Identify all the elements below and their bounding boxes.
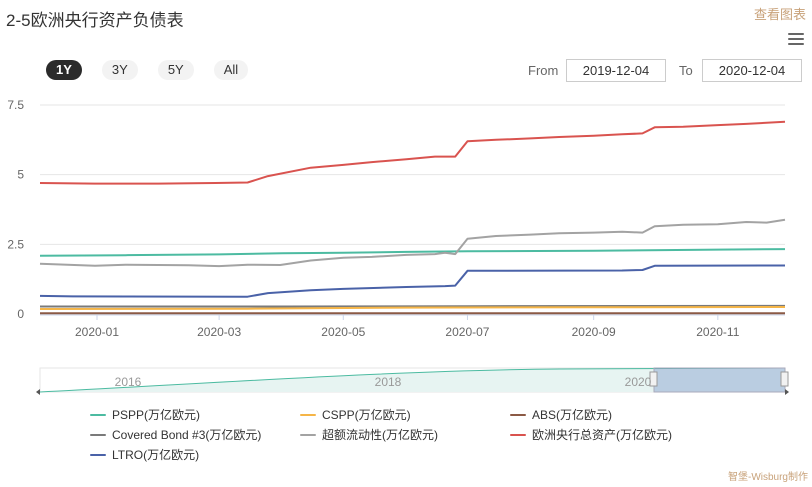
legend-label: LTRO(万亿欧元) bbox=[112, 448, 200, 462]
legend-swatch bbox=[300, 413, 316, 416]
legend-item[interactable]: Covered Bond #3(万亿欧元) bbox=[90, 426, 261, 443]
legend-item[interactable]: 欧洲央行总资产(万亿欧元) bbox=[510, 426, 672, 443]
navigator-handle-right bbox=[780, 371, 789, 387]
series-line bbox=[39, 306, 786, 310]
legend-item[interactable]: 超额流动性(万亿欧元) bbox=[300, 426, 438, 443]
legend-label: Covered Bond #3(万亿欧元) bbox=[112, 428, 262, 442]
navigator-tick-label: 2020 bbox=[625, 375, 652, 389]
legend-item[interactable]: LTRO(万亿欧元) bbox=[90, 446, 199, 463]
series-line bbox=[39, 264, 786, 298]
series-line bbox=[39, 248, 786, 257]
range-selector: 1Y 3Y 5Y All bbox=[46, 60, 268, 80]
to-label: To bbox=[679, 63, 693, 78]
chart-svg: 0 2.5 5 7.5 2020-01 2020-03 2020-05 2020-07 2020… bbox=[7, 98, 789, 395]
x-tick-label: 2020-01 bbox=[75, 325, 119, 339]
range-button-1y[interactable]: 1Y bbox=[46, 60, 82, 80]
x-tick-label: 2020-03 bbox=[197, 325, 241, 339]
x-tick-label: 2020-05 bbox=[321, 325, 365, 339]
legend-label: CSPP(万亿欧元) bbox=[322, 408, 411, 422]
y-tick-label: 0 bbox=[17, 307, 24, 321]
legend-item[interactable]: PSPP(万亿欧元) bbox=[90, 406, 200, 423]
legend-swatch bbox=[90, 433, 106, 436]
menu-line bbox=[788, 33, 804, 35]
series-line bbox=[40, 304, 786, 308]
from-date-input[interactable]: 2019-12-04 bbox=[566, 59, 666, 82]
footer-credit: 智堡-Wisburg制作 bbox=[727, 472, 808, 483]
x-tick-label: 2020-11 bbox=[696, 325, 739, 339]
series-line bbox=[39, 218, 786, 268]
navigator-area bbox=[40, 368, 785, 392]
legend-swatch bbox=[510, 433, 526, 436]
y-tick-label: 2.5 bbox=[7, 237, 24, 251]
legend-swatch bbox=[90, 453, 106, 456]
legend-swatch bbox=[300, 433, 316, 436]
navigator-scroll-right-arrow bbox=[785, 389, 789, 395]
y-tick-label: 5 bbox=[17, 168, 24, 182]
navigator-scroll-left-arrow bbox=[36, 389, 40, 395]
legend-swatch bbox=[90, 413, 106, 416]
legend-label: PSPP(万亿欧元) bbox=[112, 408, 201, 422]
x-tick-label: 2020-09 bbox=[572, 325, 616, 339]
range-button-3y[interactable]: 3Y bbox=[101, 60, 138, 80]
range-button-5y[interactable]: 5Y bbox=[157, 60, 194, 80]
hamburger-menu-icon[interactable] bbox=[788, 33, 804, 47]
legend-item[interactable]: CSPP(万亿欧元) bbox=[300, 406, 411, 423]
navigator-selection bbox=[653, 367, 786, 393]
legend-item[interactable]: ABS(万亿欧元) bbox=[510, 406, 612, 423]
navigator-series-line bbox=[39, 367, 786, 393]
legend-label: 超额流动性(万亿欧元) bbox=[322, 428, 438, 442]
navigator-handle-left bbox=[649, 371, 658, 387]
legend-swatch bbox=[510, 413, 526, 416]
to-date-input[interactable]: 2020-12-04 bbox=[702, 59, 802, 82]
view-chart-link[interactable]: 查看图表 bbox=[753, 7, 806, 22]
series-line bbox=[39, 120, 786, 185]
navigator-tick-label: 2016 bbox=[115, 375, 142, 389]
x-tick-label: 2020-07 bbox=[445, 325, 489, 339]
from-label: From bbox=[528, 63, 559, 78]
navigator-tick-label: 2018 bbox=[375, 375, 402, 389]
legend-label: 欧洲央行总资产(万亿欧元) bbox=[532, 428, 672, 442]
range-button-all[interactable]: All bbox=[213, 60, 249, 80]
menu-line bbox=[788, 38, 804, 40]
y-tick-label: 7.5 bbox=[7, 98, 24, 112]
legend-label: ABS(万亿欧元) bbox=[532, 408, 613, 422]
chart-title: 2-5欧洲央行资产负债表 bbox=[6, 11, 184, 30]
menu-line bbox=[788, 43, 804, 45]
